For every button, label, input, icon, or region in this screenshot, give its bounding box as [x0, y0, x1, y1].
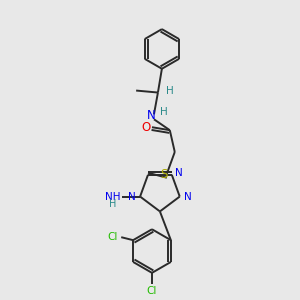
Text: N: N — [184, 192, 191, 202]
Text: Cl: Cl — [107, 232, 118, 242]
Text: NH: NH — [105, 192, 120, 202]
Text: Cl: Cl — [147, 286, 157, 296]
Text: H: H — [160, 107, 168, 117]
Text: N: N — [147, 109, 155, 122]
Text: H: H — [109, 200, 116, 209]
Text: S: S — [160, 168, 168, 181]
Text: N: N — [128, 192, 136, 202]
Text: H: H — [166, 85, 174, 96]
Text: N: N — [175, 168, 183, 178]
Text: O: O — [141, 121, 151, 134]
